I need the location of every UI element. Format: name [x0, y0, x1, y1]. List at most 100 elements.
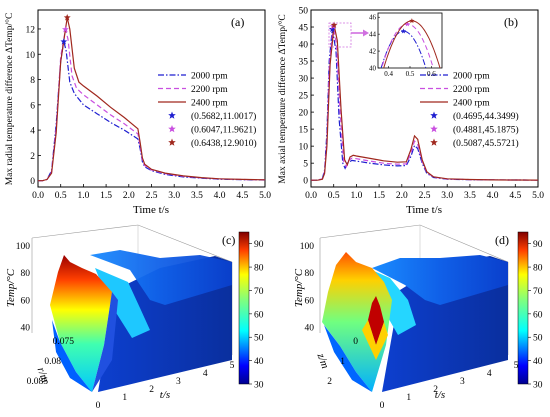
panel-a-tag: (a) — [231, 15, 244, 29]
legend-label-0: 2000 rpm — [453, 72, 490, 82]
panel-b-x-axis-label: Time t/s — [406, 204, 442, 216]
legend-star-0 — [430, 111, 438, 119]
surface-ridge-front — [324, 325, 372, 392]
z-tick-label: 80 — [305, 269, 315, 279]
surface-plateau — [90, 250, 232, 305]
t-tick-label: 4 — [203, 369, 208, 379]
legend-star-0 — [168, 111, 176, 119]
inset-frame — [377, 12, 443, 69]
x-tick-label: 2.5 — [146, 191, 158, 201]
z-tick-label: 40 — [21, 323, 31, 333]
peak-marker-2 — [63, 14, 71, 21]
inset-peak-2 — [409, 18, 415, 24]
panel-c-colorbar — [238, 231, 250, 385]
t-tick-label: 3 — [460, 377, 465, 387]
x-tick-label: 4.5 — [236, 191, 248, 201]
t-tick-label: 2 — [149, 385, 154, 395]
panel-b-inset: 0.4 0.5 0.6 40 42 44 46 — [328, 12, 443, 78]
legend-peak-label-2: (0.6438,12.9010) — [191, 138, 257, 149]
panel-b-series — [311, 21, 539, 181]
legend-label-0: 2000 rpm — [191, 72, 228, 82]
inset-zoom-box — [328, 22, 352, 48]
x-tick-label: 5.0 — [259, 191, 271, 201]
panel-a-legend: 2000 rpm 2200 rpm 2400 rpm (0.5682,11.0017)… — [158, 72, 257, 149]
y-tick-label: 20 — [299, 109, 309, 119]
panel-c-colorbar-ticks: 30 40 50 60 70 80 90 — [249, 240, 264, 391]
t-tick-label: 2 — [433, 385, 438, 395]
y-tick-label: 10 — [26, 51, 36, 61]
y-tick-label: 10 — [299, 143, 309, 153]
x-tick-label: 3.0 — [441, 191, 453, 201]
legend-peak-label-1: (0.6047,11.9621) — [191, 125, 256, 136]
colorbar-tick-label: 90 — [533, 240, 543, 250]
panel-c-tag: (c) — [222, 233, 235, 247]
legend-peak-label-2: (0.5087,45.5721) — [453, 138, 519, 149]
t-tick-label: 1 — [406, 393, 411, 403]
peak-marker-0 — [328, 25, 336, 33]
inset-curve-2 — [383, 20, 441, 68]
peak-marker-2 — [330, 21, 338, 28]
y-tick-label: 35 — [299, 58, 309, 68]
inset-y-tick-label: 40 — [369, 65, 377, 73]
colorbar-tick-label: 50 — [533, 334, 543, 344]
x-tick-label: 0.0 — [305, 191, 317, 201]
y-tick-label: 30 — [299, 75, 309, 85]
inset-y-tick-label: 46 — [369, 14, 377, 22]
inset-peak-1 — [404, 21, 411, 27]
inset-peak-0 — [400, 28, 407, 34]
peak-marker-1 — [62, 25, 69, 33]
panel-a-frame — [37, 9, 266, 188]
t-tick-label: 0 — [380, 401, 385, 411]
t-tick-label: 5 — [514, 361, 519, 371]
z-tick-label: 100 — [300, 242, 315, 252]
colorbar-tick-label: 50 — [254, 334, 264, 344]
colorbar-tick-label: 80 — [254, 264, 264, 274]
legend-peak-label-0: (0.5682,11.0017) — [191, 111, 256, 122]
panel-b: 0.0 0.5 1.0 1.5 2.0 2.5 3.0 3.5 4.0 4.5 5.0 0 5 10 15 2… — [277, 7, 544, 217]
inset-series: 0.4 0.5 0.6 40 42 44 46 — [369, 14, 441, 78]
t-tick-label: 5 — [230, 361, 235, 371]
surface-ridge — [322, 252, 392, 392]
peak-marker-0 — [60, 38, 68, 45]
x-tick-label: 5.0 — [532, 191, 544, 201]
panel-d-z-ticks: 40 60 80 100 — [300, 242, 315, 333]
series-line-2 — [311, 24, 539, 181]
inset-y-tick-label: 42 — [369, 48, 377, 56]
panel-d-y-axis-label: z/m — [314, 351, 331, 370]
legend-label-1: 2200 rpm — [191, 85, 228, 95]
panel-b-tag: (b) — [504, 15, 518, 29]
x-tick-label: 2.0 — [123, 191, 135, 201]
surface-band — [95, 268, 150, 338]
t-tick-label: 4 — [487, 369, 492, 379]
y-tick-label: 45 — [299, 24, 309, 34]
x-tick-label: 1.0 — [77, 191, 89, 201]
depth-tick-label: 0 — [353, 337, 358, 347]
y-tick-label: 6 — [30, 101, 35, 111]
depth-tick-label: 2 — [327, 377, 332, 387]
y-tick-label: 15 — [299, 126, 309, 136]
colorbar-tick-label: 40 — [533, 357, 543, 367]
colorbar-tick-label: 60 — [254, 310, 264, 320]
depth-tick-label: 0.085 — [27, 377, 49, 387]
y-tick-label: 5 — [303, 160, 308, 170]
inset-x-tick-label: 0.5 — [406, 70, 415, 78]
panel-d-colorbar — [517, 231, 529, 385]
x-tick-label: 0.5 — [328, 191, 340, 201]
x-tick-label: 1.5 — [373, 191, 385, 201]
colorbar-tick-label: 70 — [254, 287, 264, 297]
panel-d-t-ticks: 0 1 2 3 4 5 — [380, 361, 519, 411]
panel-a-series — [38, 14, 266, 182]
panel-a-x-axis-label: Time t/s — [133, 204, 169, 216]
y-tick-label: 25 — [299, 92, 309, 102]
panel-d-z-axis-label: Temp/°C — [293, 268, 305, 307]
panel-c-z-ticks: 40 60 80 100 — [16, 242, 31, 333]
y-tick-label: 40 — [299, 41, 309, 51]
inset-arrow-head — [363, 29, 369, 37]
panel-d-z-length-ticks: 012 — [327, 337, 358, 387]
colorbar-tick-label: 60 — [533, 310, 543, 320]
panel-c-t-ticks: 0 1 2 3 4 5 — [96, 361, 235, 411]
legend-peak-label-0: (0.4695,44.3499) — [453, 111, 519, 122]
x-tick-label: 0.5 — [55, 191, 67, 201]
